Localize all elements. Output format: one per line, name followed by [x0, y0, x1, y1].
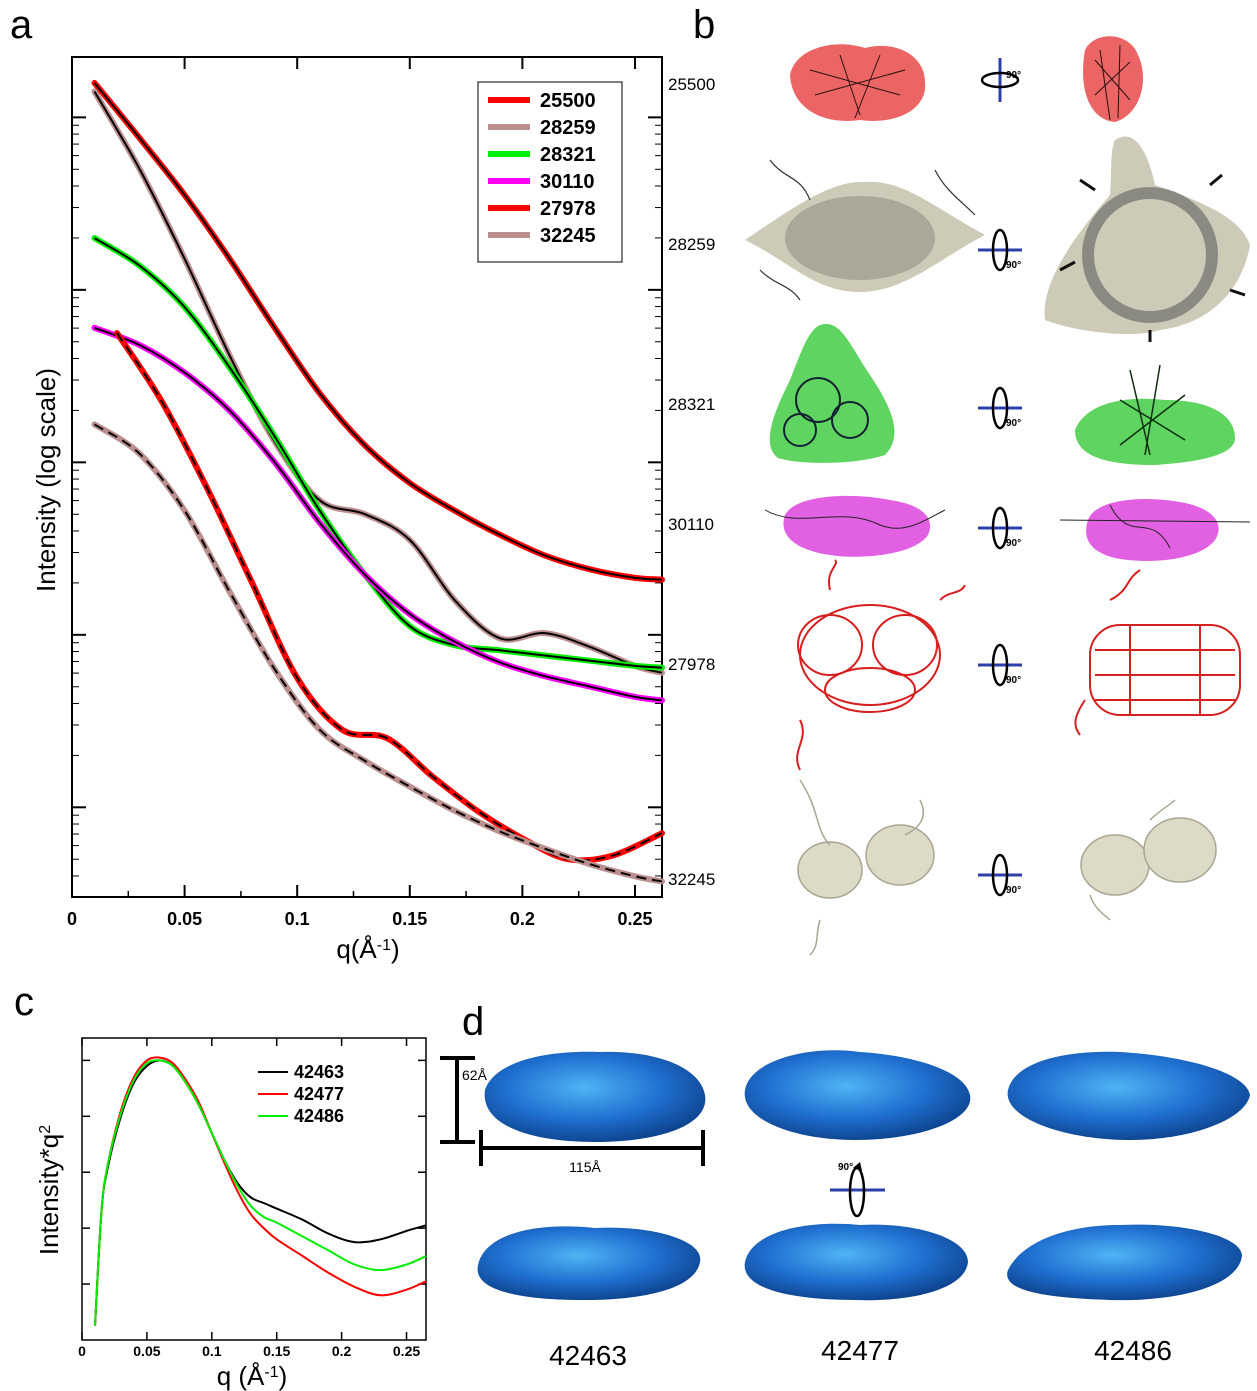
a-legend-label: 28321 — [540, 144, 596, 166]
model-42463-top — [484, 1051, 706, 1142]
structure-28321-front — [769, 323, 895, 463]
structure-28259-side — [1044, 136, 1250, 342]
panel-c-y-ticks — [82, 1059, 426, 1285]
structure-30110-front — [764, 495, 946, 557]
structure-32245-front — [797, 779, 935, 956]
c-legend-label: 42477 — [294, 1084, 344, 1104]
a-legend-label: 30110 — [540, 171, 595, 193]
b-row-label-28321: 28321 — [668, 395, 715, 414]
c-legend-label: 42463 — [294, 1062, 344, 1082]
a-x-tick-label: 0.1 — [285, 909, 310, 929]
a-legend-label: 25500 — [540, 90, 596, 112]
structure-27978-front — [796, 559, 966, 771]
structure-25500-side — [1083, 36, 1144, 122]
a-series-fit-25500 — [93, 82, 663, 581]
panel-a-series — [91, 79, 665, 885]
a-x-tick-label: 0.25 — [617, 909, 652, 929]
rotation-label: 90° — [1006, 538, 1021, 549]
panel-c-y-axis-title: Intensity*q2 — [34, 1125, 64, 1255]
panel-b-structures: 25500 28259 28321 30110 27978 32245 — [668, 36, 1251, 956]
c-x-tick-label: 0.15 — [263, 1343, 290, 1359]
model-42477-bottom — [744, 1223, 968, 1301]
a-series-fit-28321 — [93, 237, 663, 669]
c-series-42486 — [94, 1059, 427, 1327]
rotation-label: 90° — [1006, 418, 1021, 429]
panel-a-y-axis-title: Intensity (log scale) — [31, 368, 61, 592]
height-label: 62Å — [462, 1067, 488, 1083]
width-label: 115Å — [569, 1159, 601, 1175]
panel-letter-c: c — [14, 980, 34, 1024]
model-label-42486: 42486 — [1094, 1335, 1172, 1366]
panel-a-x-axis-title: q(Å-1) — [336, 934, 399, 964]
rotation-label: 90° — [1006, 260, 1021, 271]
model-label-42477: 42477 — [821, 1335, 899, 1366]
a-series-fit-30110 — [94, 326, 663, 702]
rotation-symbol: 90° — [980, 58, 1021, 102]
panel-c-x-ticks: 0 0.05 0.1 0.15 0.2 0.25 — [78, 1038, 420, 1359]
structure-30110-side — [1059, 499, 1251, 561]
model-42477-top — [744, 1050, 971, 1140]
rotation-label: 90° — [1006, 885, 1021, 896]
b-row-label-32245: 32245 — [668, 870, 715, 889]
c-series-42463 — [94, 1059, 427, 1327]
structure-25500-front — [790, 44, 926, 121]
c-series-42477 — [94, 1056, 427, 1327]
panel-letter-d: d — [462, 1000, 484, 1044]
structure-28259-front — [745, 159, 985, 301]
structure-28321-side — [1075, 364, 1235, 465]
model-label-42463: 42463 — [549, 1340, 627, 1371]
panel-a-x-ticks: 0 0.05 0.1 0.15 0.2 0.25 — [67, 57, 653, 929]
panel-letter-b: b — [693, 3, 715, 47]
a-series-fit-28259 — [93, 90, 663, 674]
c-x-tick-label: 0 — [78, 1343, 86, 1359]
c-legend-label: 42486 — [294, 1106, 344, 1126]
height-scale-bar — [440, 1056, 475, 1144]
rotation-symbol: 90° — [978, 643, 1022, 687]
panel-a-legend: 25500 28259 28321 30110 27978 32245 — [477, 81, 623, 263]
a-series-data-32245 — [91, 421, 665, 885]
b-row-label-28259: 28259 — [668, 235, 715, 254]
panel-c-series — [94, 1056, 427, 1327]
model-42486-top — [1007, 1051, 1250, 1140]
panel-letter-a: a — [10, 3, 33, 47]
panel-a-chart: 0 0.05 0.1 0.15 0.2 0.25 Intensity (log scale… — [31, 56, 665, 964]
rotation-label: 90° — [1006, 675, 1021, 686]
c-x-tick-label: 0.05 — [133, 1343, 160, 1359]
panel-c-chart: 0 0.05 0.1 0.15 0.2 0.25 Intensity*q2 q (Å-1)… — [34, 1037, 427, 1391]
rotation-symbol: 90° — [978, 506, 1022, 550]
a-legend-label: 28259 — [540, 117, 596, 139]
c-x-tick-label: 0.25 — [393, 1343, 420, 1359]
panel-d-models: 62Å 115Å 90° 42463 42477 42486 — [440, 1050, 1250, 1371]
a-x-tick-label: 0.15 — [392, 909, 427, 929]
b-row-label-27978: 27978 — [668, 655, 715, 674]
panel-a-frame — [71, 56, 663, 898]
c-x-tick-label: 0.1 — [202, 1343, 222, 1359]
rotation-symbol: 90° — [978, 228, 1022, 272]
structure-32245-side — [1080, 799, 1217, 921]
a-legend-label: 32245 — [540, 225, 596, 247]
model-42486-bottom — [1007, 1224, 1242, 1301]
c-x-tick-label: 0.2 — [332, 1343, 352, 1359]
structure-27978-side — [1074, 569, 1241, 736]
a-x-tick-label: 0 — [67, 909, 77, 929]
panel-c-x-axis-title: q (Å-1) — [217, 1361, 288, 1391]
rotation-symbol: 90° — [978, 853, 1022, 897]
rotation-symbol: 90° — [978, 386, 1022, 430]
width-scale-bar — [479, 1130, 705, 1166]
a-series-fit-32245 — [93, 423, 663, 883]
svg-text:90°: 90° — [838, 1162, 853, 1173]
a-x-tick-label: 0.05 — [167, 909, 202, 929]
panel-c-frame — [81, 1037, 427, 1341]
rotation-symbol-d: 90° — [830, 1162, 885, 1218]
a-legend-label: 27978 — [540, 198, 596, 220]
b-row-label-30110: 30110 — [668, 515, 714, 534]
model-42463-bottom — [477, 1226, 701, 1300]
a-x-tick-label: 0.2 — [510, 909, 535, 929]
rotation-label: 90° — [1006, 70, 1021, 81]
b-row-label-25500: 25500 — [668, 75, 715, 94]
a-series-fit-27978 — [116, 332, 663, 862]
